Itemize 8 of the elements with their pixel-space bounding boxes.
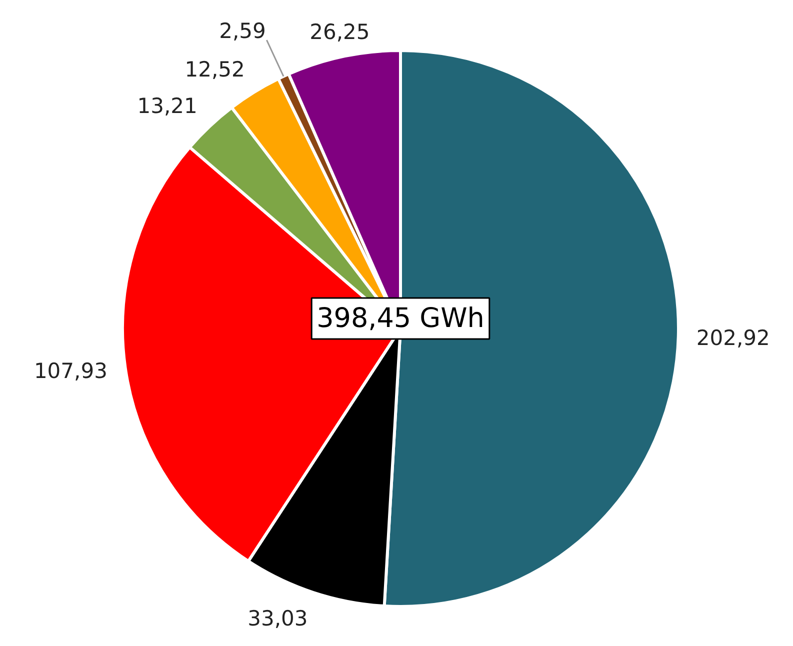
data-label: 12,52 [184, 58, 245, 82]
data-label: 202,92 [696, 326, 770, 350]
data-label: 26,25 [310, 20, 370, 44]
data-label: 13,21 [137, 94, 198, 118]
data-label: 107,93 [34, 359, 108, 384]
data-label: 33,03 [248, 606, 308, 631]
data-label: 2,59 [219, 19, 266, 44]
text: 398,45 GWh [316, 303, 484, 334]
